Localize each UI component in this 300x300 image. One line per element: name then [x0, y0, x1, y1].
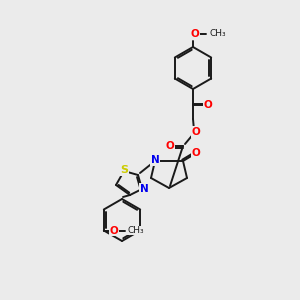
Text: N: N: [151, 155, 159, 165]
Text: N: N: [140, 184, 148, 194]
Text: S: S: [120, 165, 128, 175]
Text: O: O: [204, 100, 212, 110]
Text: O: O: [110, 226, 118, 236]
Text: O: O: [190, 29, 200, 39]
Text: O: O: [192, 127, 200, 137]
Text: O: O: [166, 141, 174, 151]
Text: CH₃: CH₃: [209, 29, 226, 38]
Text: CH₃: CH₃: [128, 226, 144, 235]
Text: O: O: [192, 148, 200, 158]
